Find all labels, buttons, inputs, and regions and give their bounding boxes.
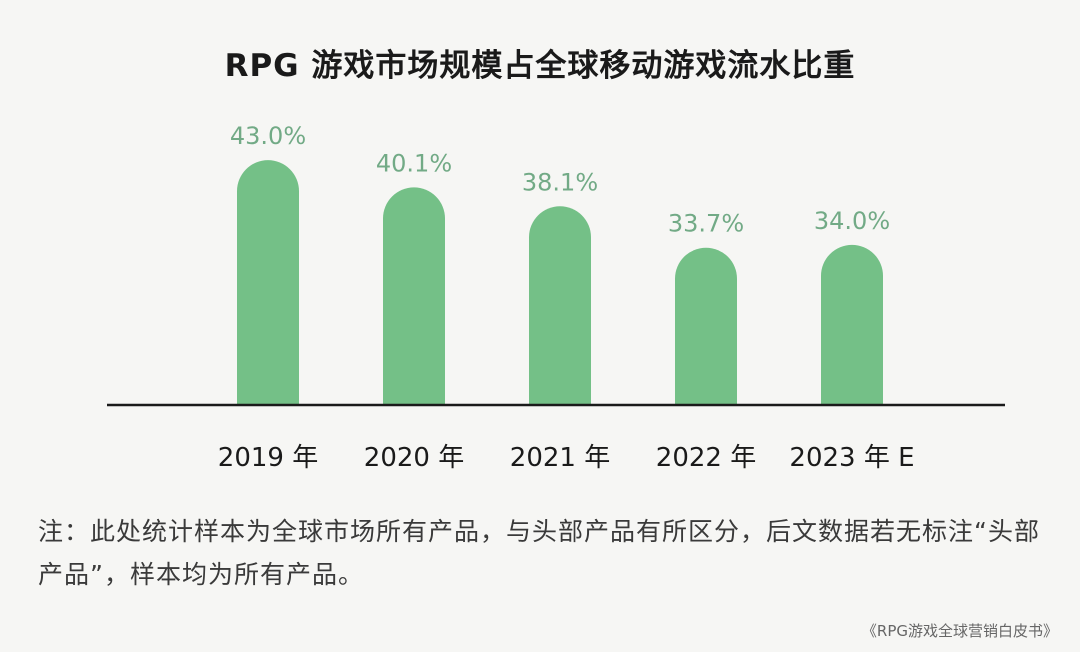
x-tick-label-1: 2020 年 <box>364 443 464 473</box>
x-tick-label-0: 2019 年 <box>218 443 318 473</box>
bar-3 <box>675 247 737 405</box>
data-label-3: 33.7% <box>668 210 744 238</box>
data-label-0: 43.0% <box>230 122 306 150</box>
chart-title: RPG 游戏市场规模占全球移动游戏流水比重 <box>224 48 856 84</box>
data-label-2: 38.1% <box>522 168 598 196</box>
data-label-4: 34.0% <box>814 207 890 235</box>
bar-chart: 43.0% 2019 年 40.1% 2020 年 38.1% 2021 年 33.7% 20… <box>107 122 1005 473</box>
x-tick-label-3: 2022 年 <box>656 443 756 473</box>
bar-0 <box>237 160 299 405</box>
footnote: 注：此处统计样本为全球市场所有产品，与头部产品有所区分，后文数据若无标注“头部产… <box>38 517 1040 589</box>
x-tick-label-2: 2021 年 <box>510 443 610 473</box>
bar-1 <box>383 187 445 405</box>
bar-2 <box>529 206 591 405</box>
x-tick-label-4: 2023 年 E <box>789 443 914 473</box>
data-label-1: 40.1% <box>376 149 452 177</box>
source-citation: 《RPG游戏全球营销白皮书》 <box>861 622 1058 640</box>
bar-4 <box>821 244 883 405</box>
